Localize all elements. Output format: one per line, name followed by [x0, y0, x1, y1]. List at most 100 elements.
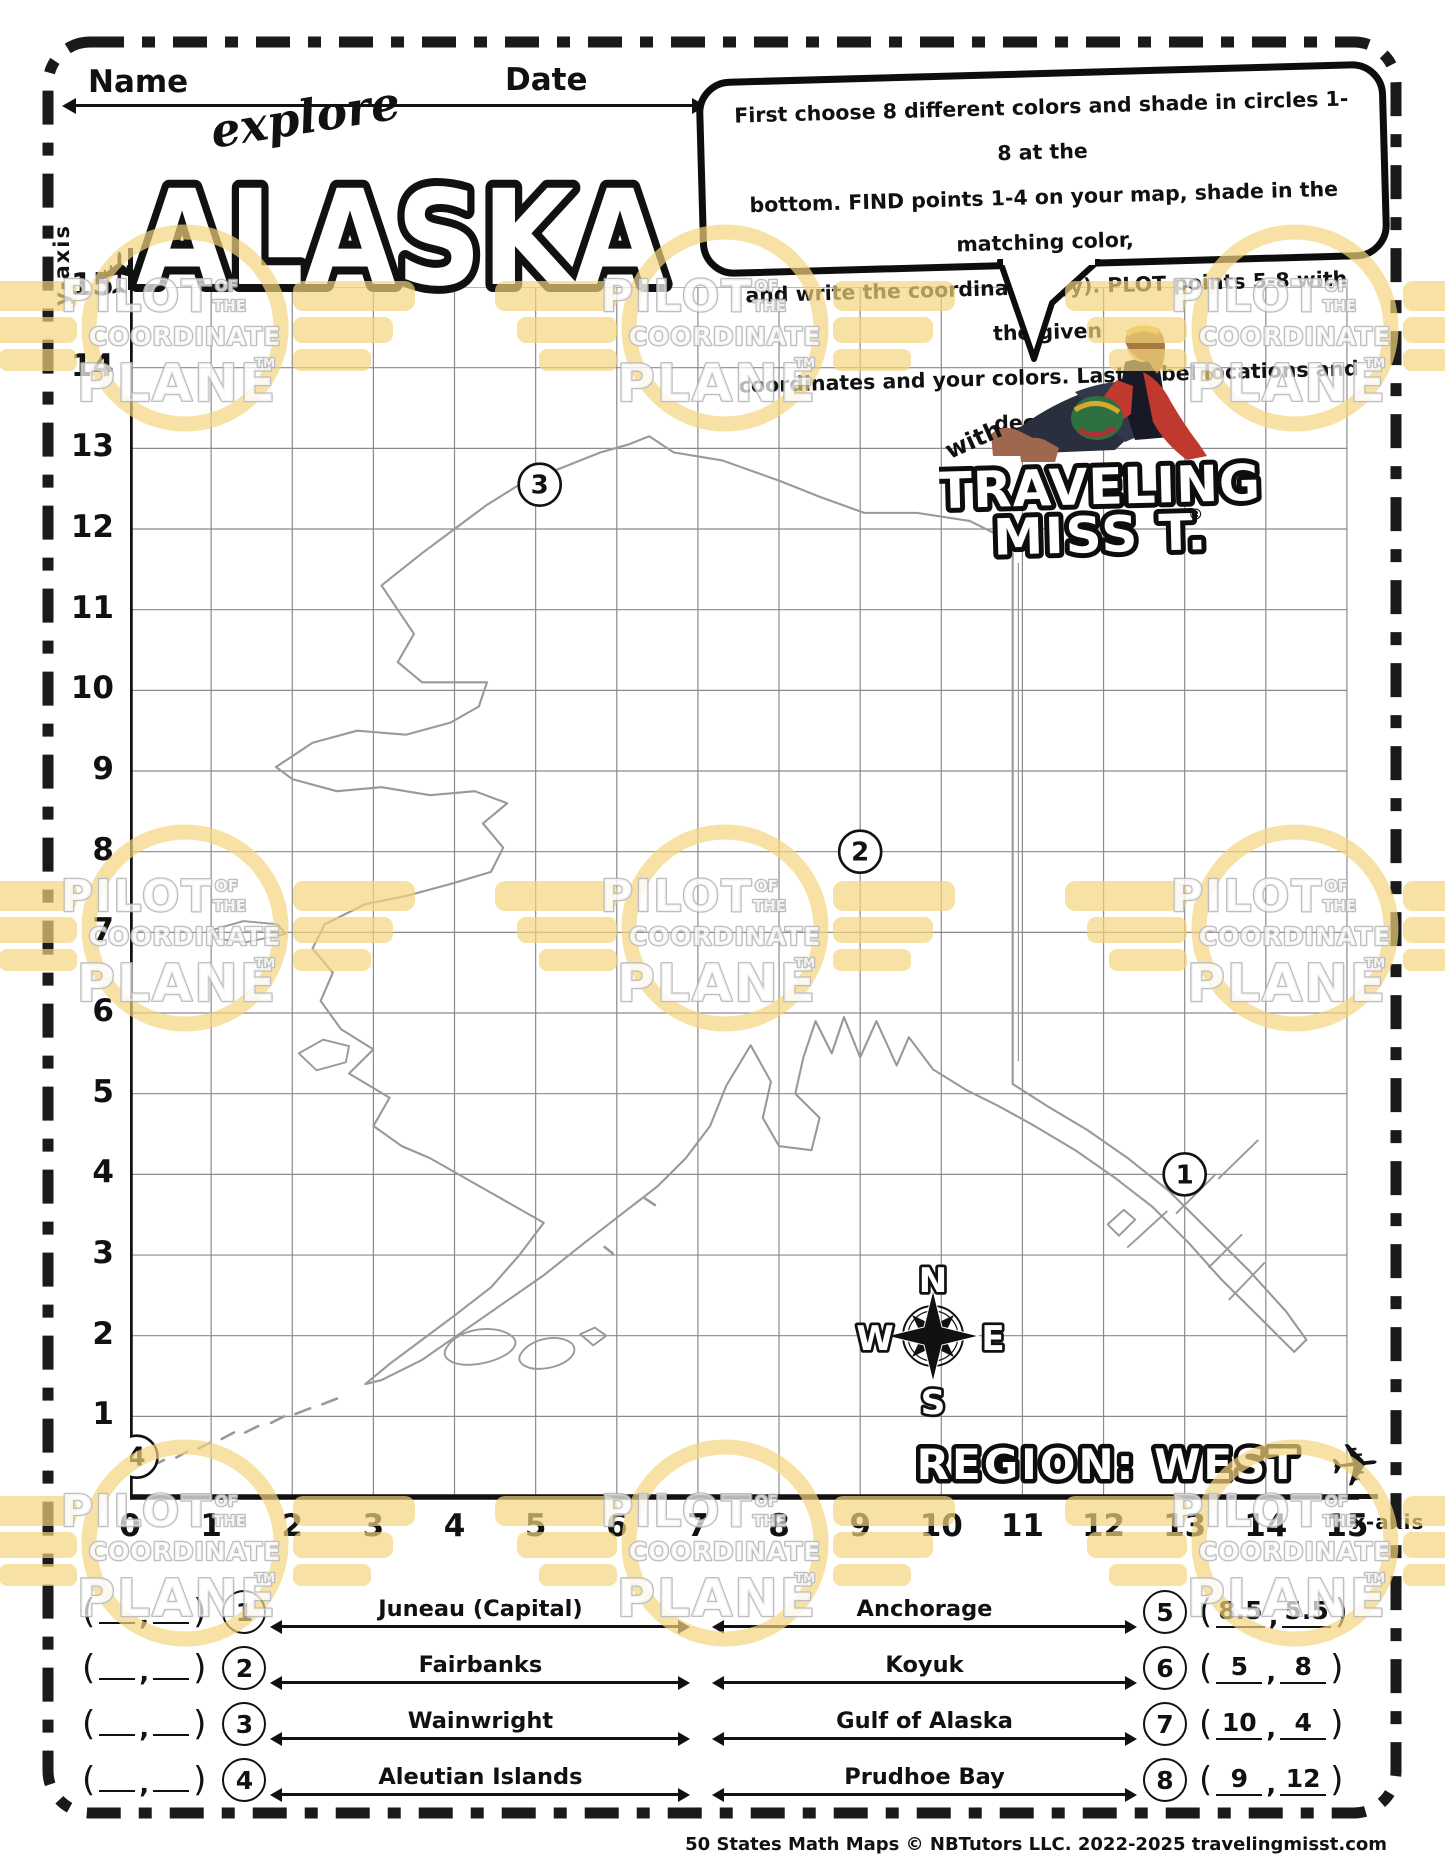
- shade-circle-1[interactable]: 1: [222, 1590, 267, 1634]
- x-tick-label: 0: [119, 1508, 141, 1544]
- paren-close: ): [193, 1592, 207, 1632]
- y-tick-label: 15: [70, 267, 114, 303]
- coordinate-answer: (10, 4): [1199, 1704, 1343, 1744]
- map-point-circle-1[interactable]: 1: [1162, 1152, 1207, 1197]
- shade-circle-3[interactable]: 3: [222, 1702, 267, 1746]
- coordinate-y-blank[interactable]: [153, 1712, 190, 1736]
- table-row: (,) 2 Fairbanks: [82, 1642, 691, 1694]
- location-name-stack: Wainwright: [270, 1708, 691, 1745]
- coordinate-x-value: 10: [1216, 1708, 1263, 1740]
- x-tick-label: 1: [200, 1508, 222, 1544]
- paren-open: (: [82, 1592, 96, 1632]
- location-arrow-line: [270, 1788, 691, 1801]
- comma: ,: [1266, 1714, 1277, 1744]
- x-tick-label: 3: [362, 1508, 385, 1544]
- coordinate-y-blank[interactable]: [153, 1656, 190, 1680]
- comma: ,: [139, 1658, 150, 1688]
- paren-open: (: [1199, 1592, 1213, 1632]
- y-tick-label: 3: [92, 1235, 114, 1272]
- shade-circle-5[interactable]: 5: [1143, 1590, 1187, 1634]
- date-label: Date: [505, 62, 588, 98]
- coordinate-x-blank[interactable]: [99, 1600, 136, 1624]
- instructions-line: bottom. FIND points 1-4 on your map, sha…: [749, 176, 1339, 257]
- coordinate-blank[interactable]: (,): [82, 1648, 206, 1688]
- y-tick-label: 8: [92, 831, 114, 868]
- paren-open: (: [82, 1648, 96, 1688]
- paren-close: ): [1334, 1592, 1349, 1632]
- shade-circle-7[interactable]: 7: [1143, 1702, 1187, 1746]
- svg-text:1: 1: [1176, 1160, 1194, 1190]
- svg-text:2: 2: [851, 838, 869, 868]
- location-name: Koyuk: [885, 1652, 964, 1679]
- y-tick-label: 7: [92, 912, 114, 949]
- compass-w: W: [856, 1319, 894, 1359]
- comma: ,: [139, 1714, 150, 1744]
- map-point-circle-4[interactable]: 4: [114, 1434, 159, 1480]
- compass-rose: N W E S: [853, 1258, 1007, 1426]
- location-arrow-line: [270, 1620, 691, 1633]
- coordinate-y-blank[interactable]: [153, 1600, 190, 1624]
- x-tick-label: 6: [605, 1508, 628, 1544]
- map-point-circle-2[interactable]: 2: [837, 829, 883, 874]
- y-tick-label: 2: [92, 1315, 114, 1352]
- x-tick-label: 15: [1325, 1508, 1369, 1544]
- table-row: (,) 1 Juneau (Capital): [82, 1586, 691, 1638]
- table-row: (,) 3 Wainwright: [82, 1698, 691, 1750]
- coordinate-x-blank[interactable]: [99, 1768, 136, 1792]
- y-tick-label: 14: [70, 347, 114, 384]
- location-arrow-line: [270, 1676, 691, 1689]
- table-row: (,) 4 Aleutian Islands: [82, 1754, 691, 1806]
- location-name-stack: Aleutian Islands: [270, 1764, 691, 1801]
- comma: ,: [139, 1770, 150, 1800]
- x-tick-label: 5: [524, 1508, 547, 1544]
- comma: ,: [139, 1602, 150, 1632]
- x-tick-label: 7: [687, 1508, 709, 1544]
- coordinate-blank[interactable]: (,): [82, 1704, 206, 1744]
- comma: ,: [1266, 1658, 1277, 1688]
- registered-mark: ®: [1188, 505, 1203, 523]
- location-name: Prudhoe Bay: [844, 1764, 1005, 1791]
- title-alaska: ALASKA: [128, 154, 674, 323]
- x-tick-label: 14: [1244, 1508, 1288, 1544]
- coordinate-y-value: 4: [1280, 1708, 1327, 1740]
- coordinate-x-blank[interactable]: [99, 1712, 136, 1736]
- coordinate-y-blank[interactable]: [153, 1768, 190, 1792]
- alaska-map-outline: [136, 436, 1306, 1472]
- location-arrow-line: [712, 1732, 1137, 1745]
- shade-circle-6[interactable]: 6: [1143, 1646, 1187, 1690]
- shade-circle-4[interactable]: 4: [222, 1758, 267, 1802]
- x-tick-label: 9: [849, 1508, 871, 1544]
- paren-open: (: [1199, 1648, 1213, 1688]
- x-tick-label: 2: [281, 1508, 304, 1544]
- name-label: Name: [88, 64, 189, 100]
- y-tick-label: 10: [70, 670, 114, 707]
- paren-close: ): [193, 1648, 207, 1688]
- location-name-stack: Gulf of Alaska: [712, 1708, 1137, 1745]
- shade-circle-2[interactable]: 2: [222, 1646, 267, 1690]
- x-axis-plane-icon: ✈: [1326, 1428, 1384, 1504]
- coordinate-blank[interactable]: (,): [82, 1592, 206, 1632]
- y-tick-label: 4: [92, 1154, 114, 1191]
- location-name: Fairbanks: [418, 1652, 543, 1679]
- compass-n: N: [919, 1261, 947, 1301]
- x-tick-label: 12: [1081, 1508, 1126, 1544]
- coordinate-blank[interactable]: (,): [82, 1760, 206, 1800]
- location-name: Gulf of Alaska: [836, 1708, 1013, 1735]
- map-point-circle-3[interactable]: 3: [517, 462, 563, 507]
- paren-open: (: [82, 1760, 96, 1800]
- table-row: Prudhoe Bay 8 (9, 12): [712, 1754, 1343, 1806]
- coordinate-y-value: 12: [1280, 1764, 1327, 1796]
- brand-line2: MISS T.: [992, 503, 1209, 567]
- location-name-stack: Anchorage: [712, 1596, 1137, 1633]
- svg-text:TM: TM: [795, 1571, 815, 1585]
- shade-circle-8[interactable]: 8: [1143, 1758, 1187, 1802]
- paren-close: ): [193, 1760, 207, 1800]
- region-label-text: REGION: WEST: [917, 1440, 1300, 1489]
- y-tick-label: 1: [92, 1396, 114, 1433]
- title-alaska-text: ALASKA: [136, 162, 666, 316]
- coordinate-x-blank[interactable]: [99, 1656, 136, 1680]
- instructions-bubble: First choose 8 different colors and shad…: [695, 60, 1391, 435]
- location-arrow-line: [270, 1732, 691, 1745]
- y-tick-label: 9: [92, 751, 114, 788]
